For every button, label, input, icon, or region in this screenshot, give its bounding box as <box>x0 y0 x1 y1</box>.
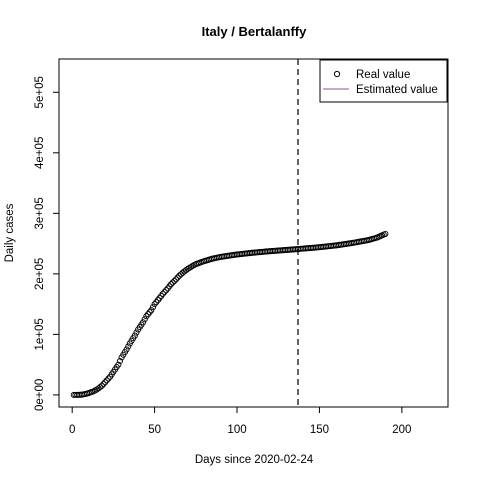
x-tick-label: 100 <box>227 424 246 436</box>
x-axis: 0 50 100 150 200 <box>69 407 411 436</box>
y-tick-label: 3e+05 <box>34 197 46 229</box>
legend-label-estimated: Estimated value <box>356 84 438 96</box>
y-axis: 0e+00 1e+05 2e+05 3e+05 4e+05 5e+05 <box>34 76 59 411</box>
data-point <box>116 357 124 365</box>
legend-symbol-real <box>333 70 341 78</box>
y-tick-label: 2e+05 <box>34 258 46 290</box>
legend-label-real: Real value <box>356 69 410 81</box>
data-point <box>131 332 138 339</box>
data-point <box>168 281 175 288</box>
data-point <box>141 316 148 323</box>
data-point <box>98 382 105 389</box>
data-point <box>125 343 132 350</box>
data-point <box>159 290 166 297</box>
chart-title: Italy / Bertalanffy <box>202 24 308 39</box>
x-tick-label: 150 <box>310 424 329 436</box>
y-tick-label: 1e+05 <box>34 318 46 350</box>
y-tick-label: 0e+00 <box>34 379 46 411</box>
data-point <box>174 274 181 281</box>
legend-box <box>319 59 448 103</box>
x-tick-label: 50 <box>148 424 161 436</box>
y-tick-label: 4e+05 <box>34 137 46 169</box>
x-axis-label: Days since 2020-02-24 <box>195 454 314 466</box>
data-point <box>172 276 180 283</box>
data-points <box>70 230 389 398</box>
data-point <box>97 383 104 391</box>
data-point <box>140 319 147 326</box>
data-point <box>169 279 176 286</box>
data-point <box>115 361 122 368</box>
y-axis-label: Daily cases <box>4 203 16 262</box>
legend: Real value Estimated value <box>319 59 448 103</box>
data-point <box>148 307 155 314</box>
data-point <box>100 380 107 388</box>
data-point <box>105 375 112 382</box>
data-point <box>103 377 110 384</box>
x-tick-label: 0 <box>69 424 75 436</box>
data-point <box>133 329 140 336</box>
data-point <box>102 379 109 386</box>
data-point <box>171 277 178 284</box>
data-point <box>163 287 170 294</box>
data-point <box>149 304 157 311</box>
data-point <box>161 288 168 296</box>
data-point <box>382 230 389 237</box>
data-point <box>123 346 130 353</box>
plot-frame <box>58 58 449 408</box>
y-tick-label: 5e+05 <box>34 76 46 108</box>
x-tick-label: 200 <box>392 424 411 436</box>
